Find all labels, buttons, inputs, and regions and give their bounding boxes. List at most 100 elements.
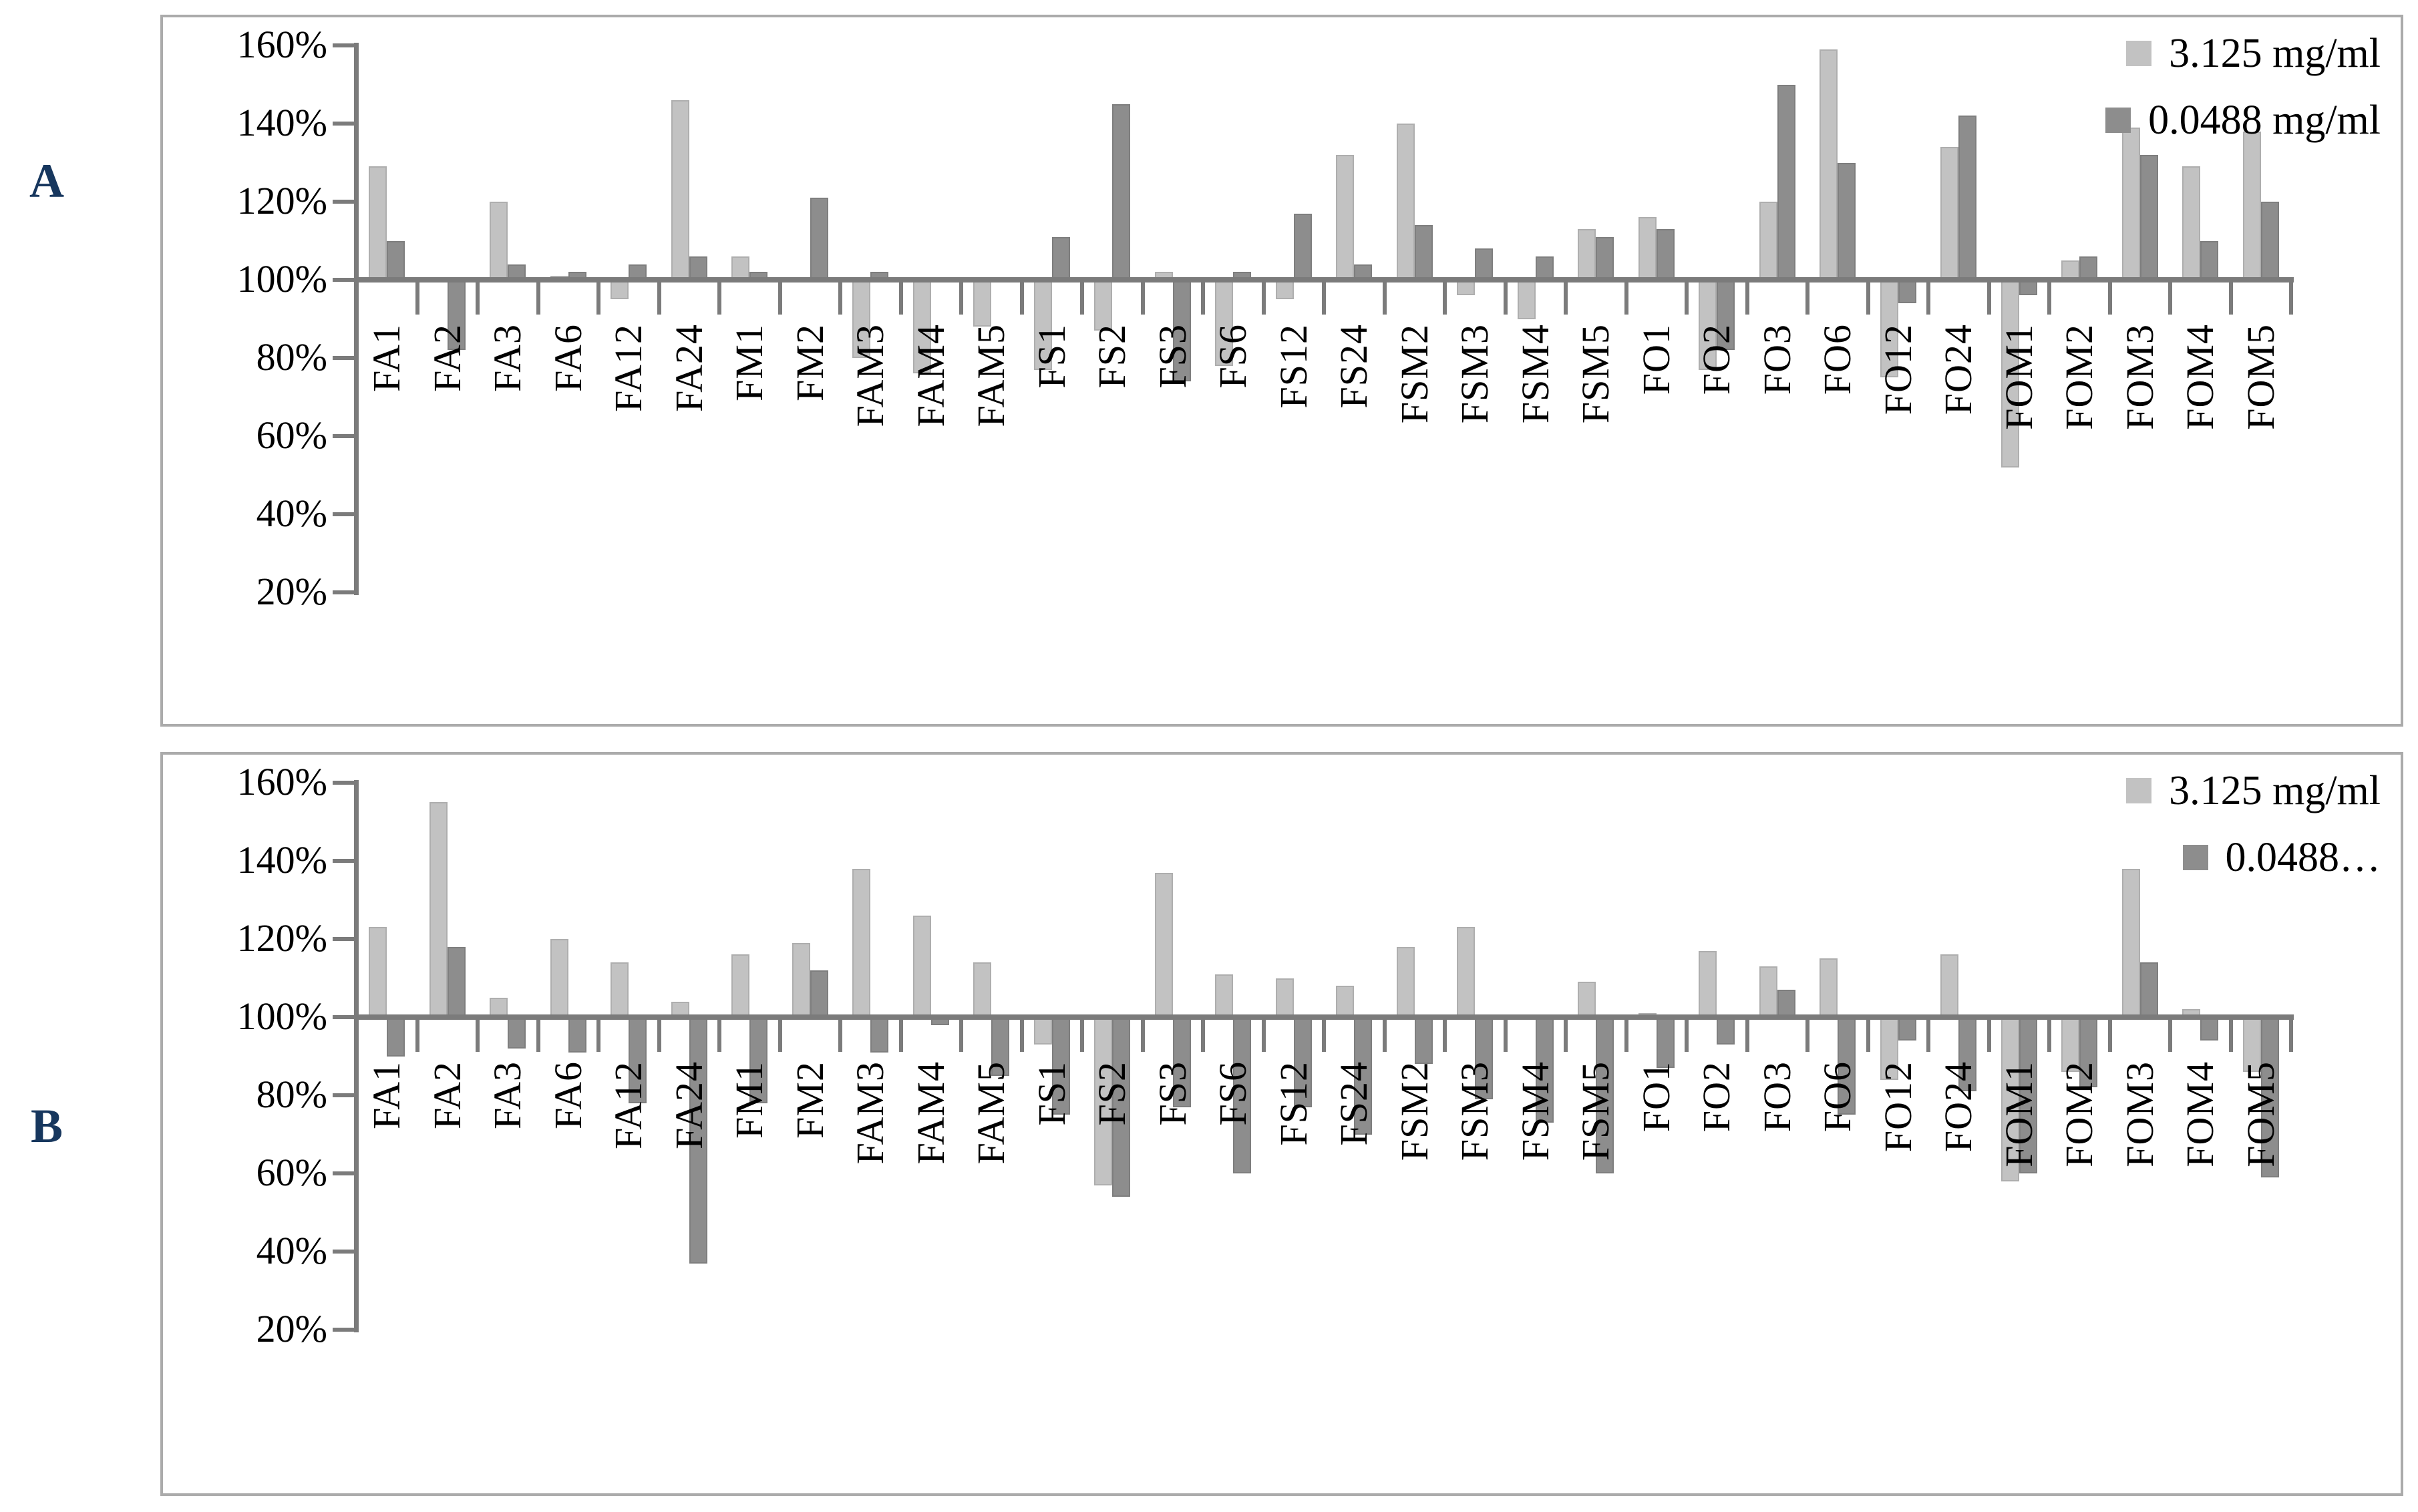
bar-FM2-light [792, 942, 810, 1017]
x-category-label-FO6: FO6 [1816, 324, 1860, 395]
bar-FO3-dark [1777, 990, 1795, 1017]
x-axis-tick [898, 1017, 903, 1052]
bar-FS2-dark [1112, 104, 1131, 280]
bar-FA3-dark [508, 1017, 526, 1049]
x-category-label-FA2: FA2 [425, 1061, 469, 1129]
bar-FOM2-dark [2079, 256, 2098, 280]
bar-FSM5-dark [1596, 1017, 1614, 1173]
x-axis-tick [2047, 280, 2051, 315]
chart-panel-b: 160% 140% 120% 100% 80% 60% 40% 20% FA1 FA2 FA3 FA6… [160, 752, 2403, 1496]
bar-FA1-dark [387, 240, 405, 280]
bar-FS1-dark [1051, 1017, 1070, 1115]
bar-FS12-light [1275, 978, 1294, 1017]
bar-FS1-light [1033, 1017, 1052, 1045]
x-axis-tick [2289, 280, 2293, 315]
x-axis-tick [1019, 1017, 1024, 1052]
legend-swatch-dark [2182, 845, 2208, 870]
y-axis-tick-label: 160% [236, 23, 327, 66]
bar-FO1-light [1638, 217, 1657, 280]
y-axis-tick [333, 1328, 357, 1332]
x-axis-tick [536, 280, 540, 315]
x-axis-tick [959, 1017, 963, 1052]
x-category-label-FOM4: FOM4 [2178, 324, 2222, 430]
x-category-label-FO1: FO1 [1634, 1061, 1678, 1133]
bar-FO24-dark [1958, 1017, 1977, 1092]
x-category-label-FAM5: FAM5 [969, 324, 1013, 427]
x-axis-tick [717, 1017, 721, 1052]
bar-FS6-light [1215, 974, 1234, 1017]
bar-FSM2-dark [1414, 1017, 1433, 1065]
bar-FM2-dark [810, 198, 828, 280]
bar-FO12-light [1880, 1017, 1898, 1080]
x-axis-tick [2107, 280, 2112, 315]
legend-entry: 3.125 mg/ml [2126, 767, 2381, 815]
bar-FAM5-dark [991, 1017, 1010, 1076]
x-axis-tick [1322, 280, 1326, 315]
bar-FM1-dark [749, 272, 768, 280]
y-axis-tick-label: 80% [256, 335, 327, 379]
x-category-label-FAM4: FAM4 [908, 1061, 953, 1165]
x-axis-tick [596, 280, 600, 315]
x-category-label-FSM2: FSM2 [1392, 1061, 1436, 1161]
bar-FOM1-light [2001, 1017, 2019, 1181]
bar-FO24-light [1940, 147, 1959, 280]
x-axis-tick [1685, 1017, 1689, 1052]
x-category-label-FA1: FA1 [365, 1061, 409, 1129]
x-category-label-FM1: FM1 [727, 324, 771, 401]
x-category-label-FOM3: FOM3 [2117, 324, 2162, 430]
x-category-label-FS1: FS1 [1029, 324, 1073, 389]
x-axis-tick [1382, 280, 1387, 315]
x-category-label-FOM1: FOM1 [1997, 324, 2041, 430]
x-axis-tick [2107, 1017, 2112, 1052]
x-axis-tick [2228, 280, 2233, 315]
y-axis-tick-label: 120% [236, 179, 327, 222]
y-axis-tick [333, 859, 357, 863]
bar-FOM4-light [2182, 166, 2201, 280]
x-axis-tick [2168, 1017, 2172, 1052]
bar-FS1-light [1033, 280, 1052, 370]
x-category-label-FS3: FS3 [1150, 324, 1194, 389]
x-category-label-FS12: FS12 [1271, 1061, 1315, 1146]
x-category-label-FS24: FS24 [1332, 1061, 1376, 1146]
x-category-label-FS3: FS3 [1150, 1061, 1194, 1126]
x-axis-tick [1140, 280, 1145, 315]
bar-FSM5-dark [1596, 236, 1614, 280]
y-axis-tick [333, 1171, 357, 1175]
bar-FA2-light [429, 802, 448, 1017]
x-category-label-FSM4: FSM4 [1513, 324, 1557, 424]
x-axis-tick [1805, 1017, 1809, 1052]
bar-FA24-dark [689, 256, 707, 280]
bar-FOM1-dark [2019, 1017, 2037, 1173]
x-category-label-FM2: FM2 [788, 324, 832, 401]
x-axis-tick [1866, 280, 1870, 315]
x-category-label-FSM5: FSM5 [1574, 324, 1618, 424]
y-axis-tick [333, 937, 357, 941]
bar-FOM3-dark [2139, 154, 2158, 280]
y-axis-tick [333, 434, 357, 438]
bar-FS24-dark [1354, 1017, 1373, 1135]
bar-FS2-dark [1112, 1017, 1131, 1197]
y-axis-tick [333, 1093, 357, 1097]
x-category-label-FA6: FA6 [546, 1061, 590, 1129]
x-category-label-FSM3: FSM3 [1453, 324, 1497, 424]
bar-FSM3-dark [1475, 1017, 1494, 1099]
x-category-label-FSM4: FSM4 [1513, 1061, 1557, 1161]
bar-FO2-light [1699, 950, 1717, 1017]
bar-FM1-light [731, 954, 750, 1017]
x-category-label-FAM4: FAM4 [908, 324, 953, 427]
bar-FAM5-light [973, 280, 992, 327]
x-axis-tick [1080, 1017, 1084, 1052]
bar-FA3-light [490, 202, 508, 280]
y-axis-tick-label: 160% [236, 760, 327, 803]
bar-FO3-light [1759, 202, 1777, 280]
bar-FO2-dark [1717, 1017, 1735, 1045]
bar-FAM3-light [852, 280, 871, 358]
bar-FSM4-light [1517, 280, 1536, 319]
bar-FOM5-light [2242, 1017, 2261, 1072]
bar-FA1-light [369, 927, 387, 1017]
legend-entry: 0.0488… [2126, 833, 2381, 882]
x-category-label-FO24: FO24 [1936, 1061, 1980, 1153]
x-axis-tick [1624, 1017, 1628, 1052]
x-axis-tick [1261, 280, 1266, 315]
plot-area-b: 160% 140% 120% 100% 80% 60% 40% 20% FA1 FA2 FA3 FA6… [163, 755, 2401, 1493]
